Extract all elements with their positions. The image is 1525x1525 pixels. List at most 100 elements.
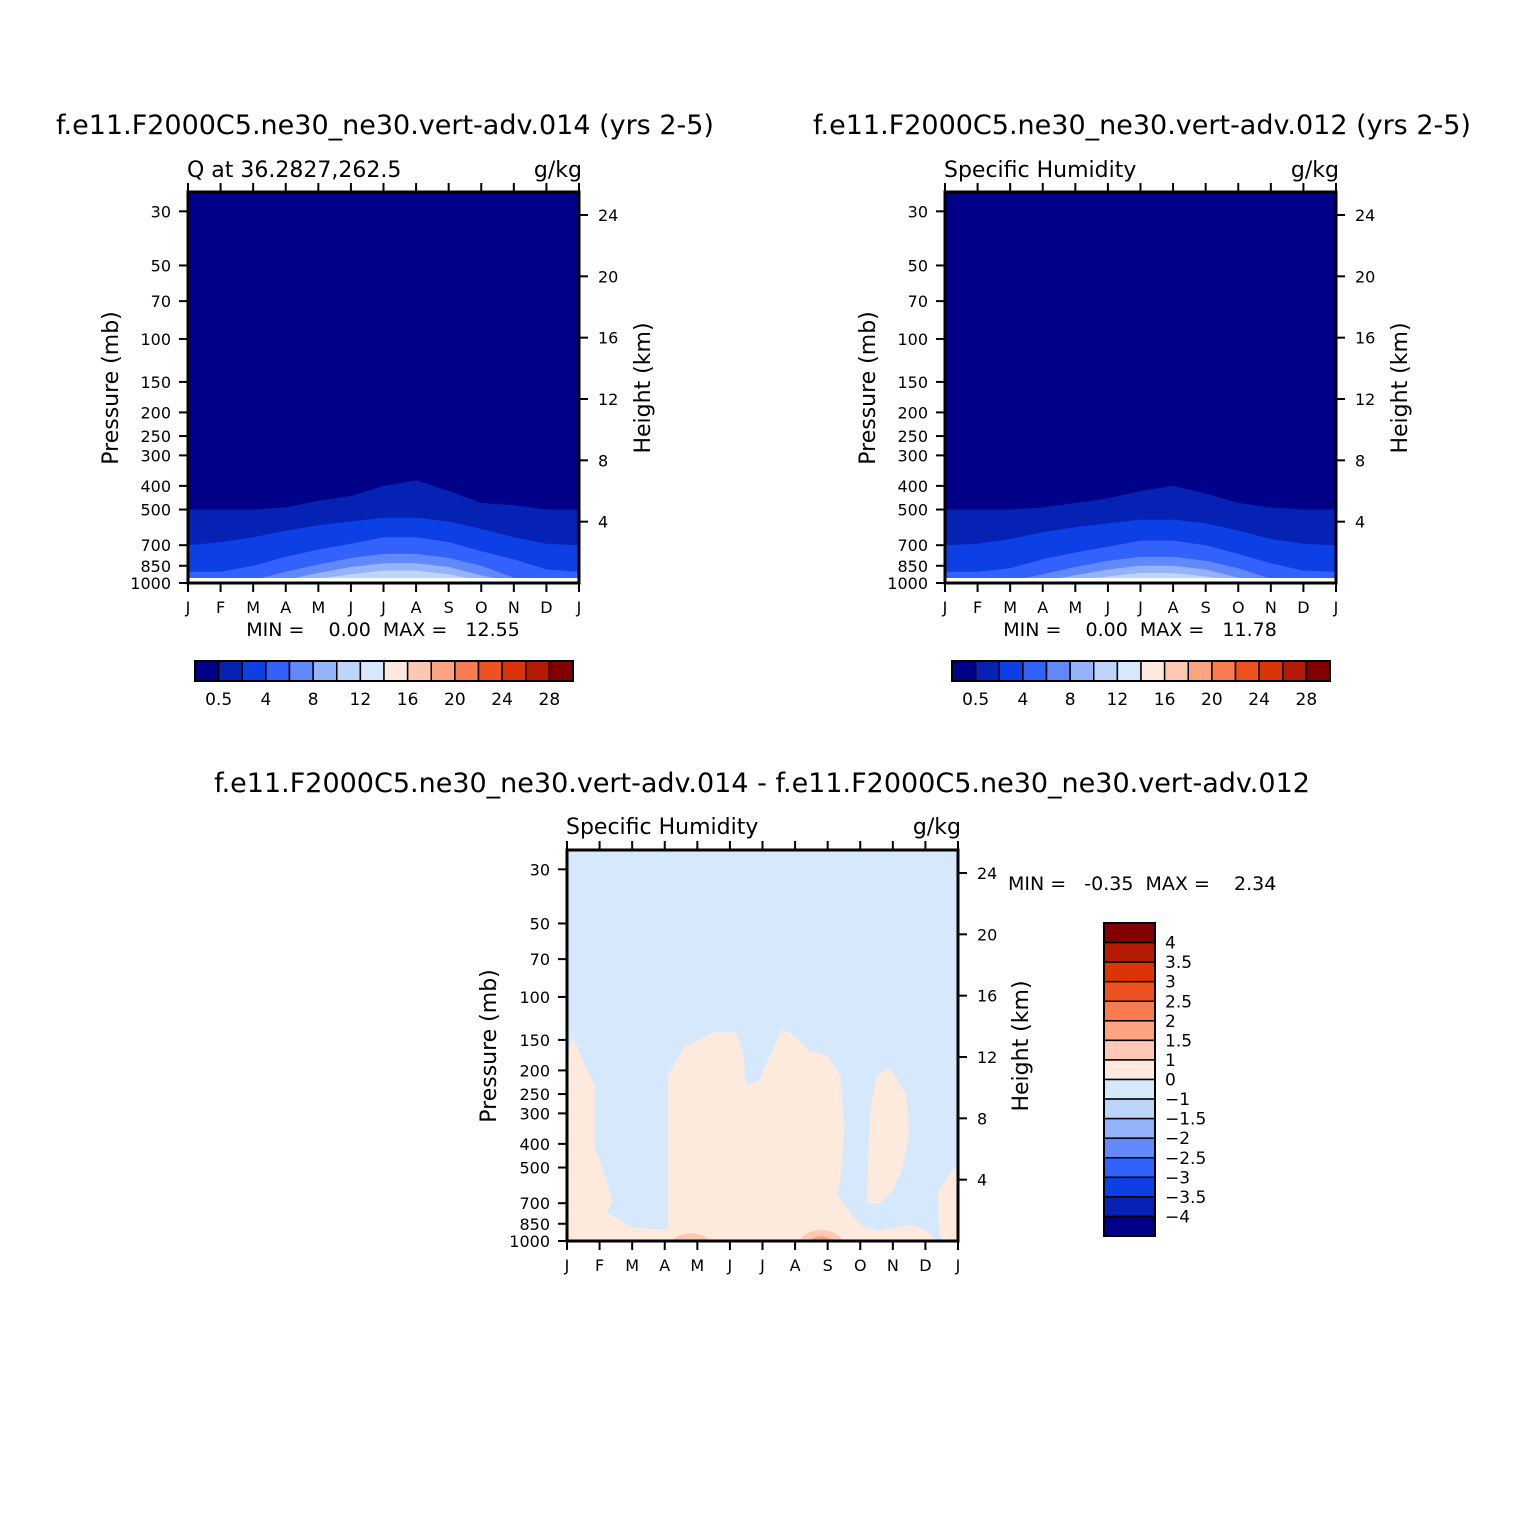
- panel-1-colorbar: 0.5 4 8 12 16 20 24 28: [194, 660, 574, 710]
- panel-3-pressure-label: 400: [519, 1135, 550, 1154]
- panel-3-colorbar-cell: [1103, 941, 1156, 963]
- panel-3-pressure-label: 100: [519, 988, 550, 1007]
- panel-1-colorbar-label: 24: [491, 690, 513, 710]
- panel-1-left-label: Q at 36.2827,262.5: [187, 158, 401, 183]
- panel-3-colorbar-cell: [1103, 980, 1156, 1002]
- panel-2-month-label: J: [1333, 598, 1339, 617]
- panel-3-band-positive: [668, 1028, 893, 1241]
- panel-2-colorbar-cell: [1234, 660, 1260, 682]
- panel-2-surface-strip: [945, 578, 1336, 583]
- panel-3-colorbar-outline: [1103, 922, 1156, 1237]
- panel-2-left-label: Specific Humidity: [944, 158, 1136, 183]
- panel-1-colorbar-label: 8: [308, 690, 319, 710]
- panel-2-month-label: J: [942, 598, 948, 617]
- panel-2-pressure-label: 850: [897, 557, 928, 576]
- panel-2-month-label: A: [1037, 598, 1048, 617]
- panel-3-colorbar-label: 3.5: [1165, 953, 1192, 973]
- panel-3-colorbar-cell: [1103, 1215, 1156, 1237]
- panel-2-colorbar-cell: [1140, 660, 1166, 682]
- panel-3-band-positive: [938, 1163, 958, 1241]
- panel-2-month-label: D: [1297, 598, 1309, 617]
- panel-2-colorbar-label: 24: [1248, 690, 1270, 710]
- panel-3-plot-frame: [565, 848, 960, 1243]
- panel-1-month-label: J: [380, 598, 386, 617]
- panel-3-band-positive: [567, 1036, 939, 1241]
- panel-1-pressure-label: 1000: [130, 574, 171, 593]
- panel-2-month-label: O: [1232, 598, 1245, 617]
- panel-2-colorbar-cell: [1258, 660, 1284, 682]
- panel-2-colorbar-cell: [1163, 660, 1189, 682]
- panel-1-stats: MIN = 0.00 MAX = 12.55: [246, 619, 520, 641]
- panel-1-colorbar-cell: [430, 660, 456, 682]
- panel-2-colorbar-label: 0.5: [962, 690, 989, 710]
- panel-2-colorbar-label: 8: [1065, 690, 1076, 710]
- panel-2-colorbar-label: 16: [1154, 690, 1176, 710]
- panel-3-month-label: N: [887, 1256, 899, 1275]
- panel-3-height-label: 12: [977, 1048, 997, 1067]
- panel-2-y2label: Height (km): [1388, 322, 1413, 453]
- panel-2-colorbar-cell: [1282, 660, 1308, 682]
- panel-2-bands: [945, 192, 1336, 583]
- panel-3-units: g/kg: [913, 815, 961, 840]
- panel-3-month-label: A: [790, 1256, 801, 1275]
- panel-3-colorbar-cell: [1103, 1137, 1156, 1159]
- panel-3-pressure-label: 700: [519, 1194, 550, 1213]
- panel-2-month-label: M: [1003, 598, 1017, 617]
- panel-2-colorbar-cell: [998, 660, 1024, 682]
- panel-3-month-label: J: [727, 1256, 733, 1275]
- panel-2: f.e11.F2000C5.ne30_ne30.vert-adv.012 (yr…: [813, 110, 1471, 710]
- panel-3-colorbar-cell: [1103, 1039, 1156, 1061]
- panel-2-month-label: M: [1068, 598, 1082, 617]
- panel-2-units: g/kg: [1291, 158, 1339, 183]
- panel-3-colorbar-cell: [1103, 1059, 1156, 1081]
- panel-3-colorbar-cell: [1103, 922, 1156, 944]
- panel-2-ylabel: Pressure (mb): [856, 311, 881, 465]
- panel-2-stats: MIN = 0.00 MAX = 11.78: [1003, 619, 1277, 641]
- panel-2-colorbar-label: 12: [1107, 690, 1129, 710]
- panel-2-height-label: 20: [1355, 267, 1375, 286]
- panel-1-colorbar-cell: [265, 660, 291, 682]
- panel-2-month-label: F: [973, 598, 982, 617]
- panel-1-colorbar-cell: [217, 660, 243, 682]
- panel-1-ylabel: Pressure (mb): [99, 311, 124, 465]
- panel-2-month-label: A: [1168, 598, 1179, 617]
- panel-1-colorbar-cell: [241, 660, 267, 682]
- panel-3-colorbar-label: 1: [1165, 1051, 1176, 1071]
- panel-1-colorbar-cell: [406, 660, 432, 682]
- panel-2-colorbar-cell: [974, 660, 1000, 682]
- panel-1-month-label: D: [540, 598, 552, 617]
- panel-2-colorbar-cell: [1116, 660, 1142, 682]
- panel-1-month-label: M: [246, 598, 260, 617]
- panel-1-colorbar-label: 16: [397, 690, 419, 710]
- panel-3-colorbar-cell: [1103, 1098, 1156, 1120]
- panel-3-colorbar-label: 2: [1165, 1012, 1176, 1032]
- panel-1-pressure-label: 30: [151, 202, 171, 221]
- panel-2-pressure-label: 200: [897, 403, 928, 422]
- panel-3-colorbar-label: 3: [1165, 973, 1176, 993]
- panel-3-colorbar-cell: [1103, 1176, 1156, 1198]
- panel-2-month-label: J: [1137, 598, 1143, 617]
- panel-1-month-label: J: [185, 598, 191, 617]
- panel-3-colorbar-cell: [1103, 1196, 1156, 1218]
- panel-1-height-label: 24: [598, 206, 618, 225]
- panel-2-month-label: S: [1201, 598, 1211, 617]
- panel-2-colorbar-cell: [1187, 660, 1213, 682]
- panel-2-pressure-label: 250: [897, 427, 928, 446]
- panel-1-month-label: F: [216, 598, 225, 617]
- panel-2-colorbar-cell: [1022, 660, 1048, 682]
- panel-1-pressure-label: 400: [140, 477, 171, 496]
- panel-1-colorbar-cell: [288, 660, 314, 682]
- panel-2-height-label: 12: [1355, 390, 1375, 409]
- panel-1-month-label: A: [411, 598, 422, 617]
- panel-1-month-label: M: [311, 598, 325, 617]
- panel-3-pressure-label: 50: [530, 914, 550, 933]
- panel-3-pressure-label: 200: [519, 1061, 550, 1080]
- panel-2-colorbar-cell: [951, 660, 977, 682]
- panel-1-colorbar-outline: [194, 660, 574, 682]
- panel-2-pressure-label: 30: [908, 202, 928, 221]
- panel-1-month-label: N: [508, 598, 520, 617]
- panel-1-height-label: 4: [598, 513, 608, 532]
- panel-2-colorbar-label: 28: [1296, 690, 1318, 710]
- panel-2-colorbar-label: 20: [1201, 690, 1223, 710]
- panel-2-colorbar-cell: [1305, 660, 1331, 682]
